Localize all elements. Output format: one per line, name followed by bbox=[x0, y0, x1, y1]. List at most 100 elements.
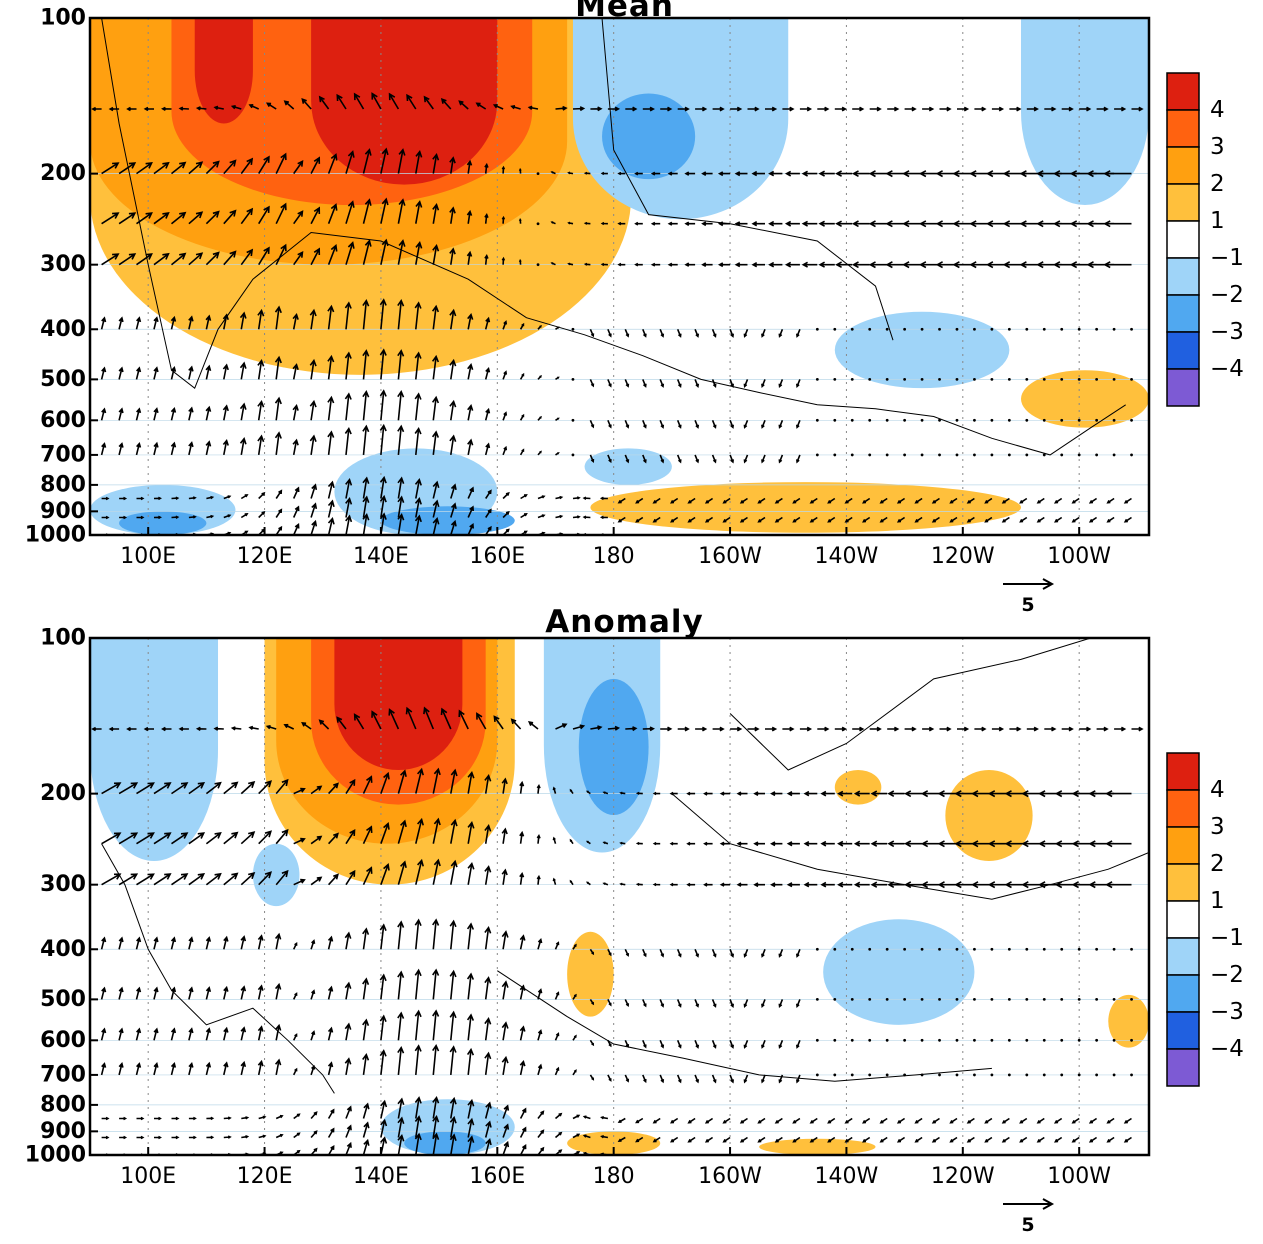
wind-vector bbox=[397, 920, 405, 950]
wind-vector bbox=[118, 986, 124, 1000]
wind-vector bbox=[635, 841, 643, 845]
wind-vector bbox=[153, 873, 172, 886]
wind-vector bbox=[223, 1061, 229, 1076]
colorbar-label: 2 bbox=[1210, 171, 1225, 197]
wind-vector bbox=[136, 832, 155, 845]
wind-vector bbox=[931, 497, 940, 504]
wind-vector bbox=[1007, 453, 1011, 457]
zero-contour bbox=[497, 970, 992, 1082]
wind-vector bbox=[275, 1133, 284, 1139]
wind-vector bbox=[449, 969, 457, 1000]
wind-vector bbox=[868, 327, 872, 331]
wind-vector bbox=[885, 377, 889, 381]
wind-vector bbox=[118, 253, 137, 266]
colorbar-label: 3 bbox=[1210, 814, 1225, 840]
wind-vector bbox=[569, 788, 574, 795]
wind-vector bbox=[118, 442, 124, 456]
wind-vector bbox=[1106, 1136, 1115, 1143]
wind-vector bbox=[885, 170, 905, 178]
wind-vector bbox=[1026, 106, 1039, 112]
wind-vector bbox=[743, 1074, 749, 1084]
wind-vector bbox=[617, 497, 626, 504]
wind-vector bbox=[432, 918, 440, 950]
wind-vector bbox=[868, 418, 872, 422]
wind-vector bbox=[292, 363, 299, 380]
wind-vector bbox=[1079, 106, 1092, 112]
wind-vector bbox=[955, 327, 959, 331]
wind-vector bbox=[527, 721, 539, 730]
wind-vector bbox=[739, 1136, 748, 1143]
wind-vector bbox=[589, 419, 595, 429]
wind-vector bbox=[362, 349, 370, 380]
x-tick-label: 120E bbox=[237, 1164, 293, 1189]
wind-vector bbox=[520, 512, 528, 519]
wind-vector bbox=[833, 1038, 837, 1042]
wind-vector bbox=[397, 148, 406, 174]
wind-vector bbox=[501, 827, 508, 844]
wind-vector bbox=[712, 726, 725, 732]
x-tick-label: 160E bbox=[469, 544, 525, 569]
wind-vector bbox=[617, 1136, 626, 1142]
wind-vector bbox=[502, 510, 510, 519]
wind-vector bbox=[862, 497, 871, 504]
wind-vector bbox=[571, 377, 575, 381]
wind-vector bbox=[1019, 516, 1028, 523]
wind-vector bbox=[1007, 327, 1011, 331]
wind-vector bbox=[796, 379, 801, 388]
wind-vector bbox=[774, 1117, 783, 1124]
wind-vector bbox=[108, 106, 120, 112]
wind-vector bbox=[761, 329, 766, 338]
wind-vector bbox=[432, 516, 440, 535]
wind-vector bbox=[519, 830, 525, 844]
wind-vector bbox=[635, 1136, 644, 1143]
wind-vector bbox=[501, 777, 508, 794]
wind-vector bbox=[1095, 1073, 1099, 1077]
colorbar-label: 4 bbox=[1210, 97, 1225, 123]
wind-vector bbox=[572, 993, 577, 1000]
wind-vector bbox=[938, 453, 941, 457]
wind-vector bbox=[283, 100, 295, 110]
wind-vector bbox=[292, 505, 300, 518]
zero-contour bbox=[671, 793, 1149, 900]
wind-vector bbox=[240, 494, 249, 500]
wind-vector bbox=[292, 992, 298, 1000]
wind-vector bbox=[258, 830, 272, 845]
wind-vector bbox=[765, 106, 778, 112]
wind-vector bbox=[1042, 947, 1046, 951]
wind-vector bbox=[555, 495, 564, 500]
wind-vector bbox=[659, 420, 665, 429]
wind-vector bbox=[336, 716, 347, 730]
wind-vector bbox=[768, 261, 783, 268]
wind-vector bbox=[809, 1136, 818, 1143]
wind-vector bbox=[659, 948, 665, 958]
wind-vector bbox=[484, 1101, 492, 1119]
wind-vector bbox=[431, 304, 440, 330]
wind-vector bbox=[1025, 327, 1029, 331]
wind-vector bbox=[136, 873, 155, 886]
wind-vector bbox=[344, 426, 352, 455]
wind-vector bbox=[669, 791, 678, 796]
wind-vector bbox=[258, 246, 270, 266]
wind-vector bbox=[722, 1117, 731, 1124]
wind-vector bbox=[414, 1096, 422, 1119]
wind-vector bbox=[310, 989, 316, 1000]
wind-vector bbox=[990, 1038, 994, 1042]
wind-vector bbox=[519, 1107, 527, 1119]
wind-vector bbox=[607, 1074, 612, 1082]
wind-vector bbox=[292, 438, 299, 456]
wind-vector bbox=[310, 835, 323, 845]
y-tick-label: 100 bbox=[40, 626, 86, 651]
wind-vector bbox=[327, 1127, 335, 1138]
wind-vector bbox=[990, 947, 994, 951]
wind-vector bbox=[101, 873, 122, 886]
wind-vector bbox=[170, 365, 177, 380]
wind-vector bbox=[920, 840, 940, 848]
wind-vector bbox=[205, 160, 220, 175]
plot-frame bbox=[88, 636, 1151, 1157]
wind-vector bbox=[617, 262, 626, 267]
wind-vector bbox=[572, 943, 577, 950]
wind-vector bbox=[519, 934, 526, 950]
wind-vector bbox=[778, 999, 784, 1008]
wind-vector bbox=[345, 200, 355, 224]
